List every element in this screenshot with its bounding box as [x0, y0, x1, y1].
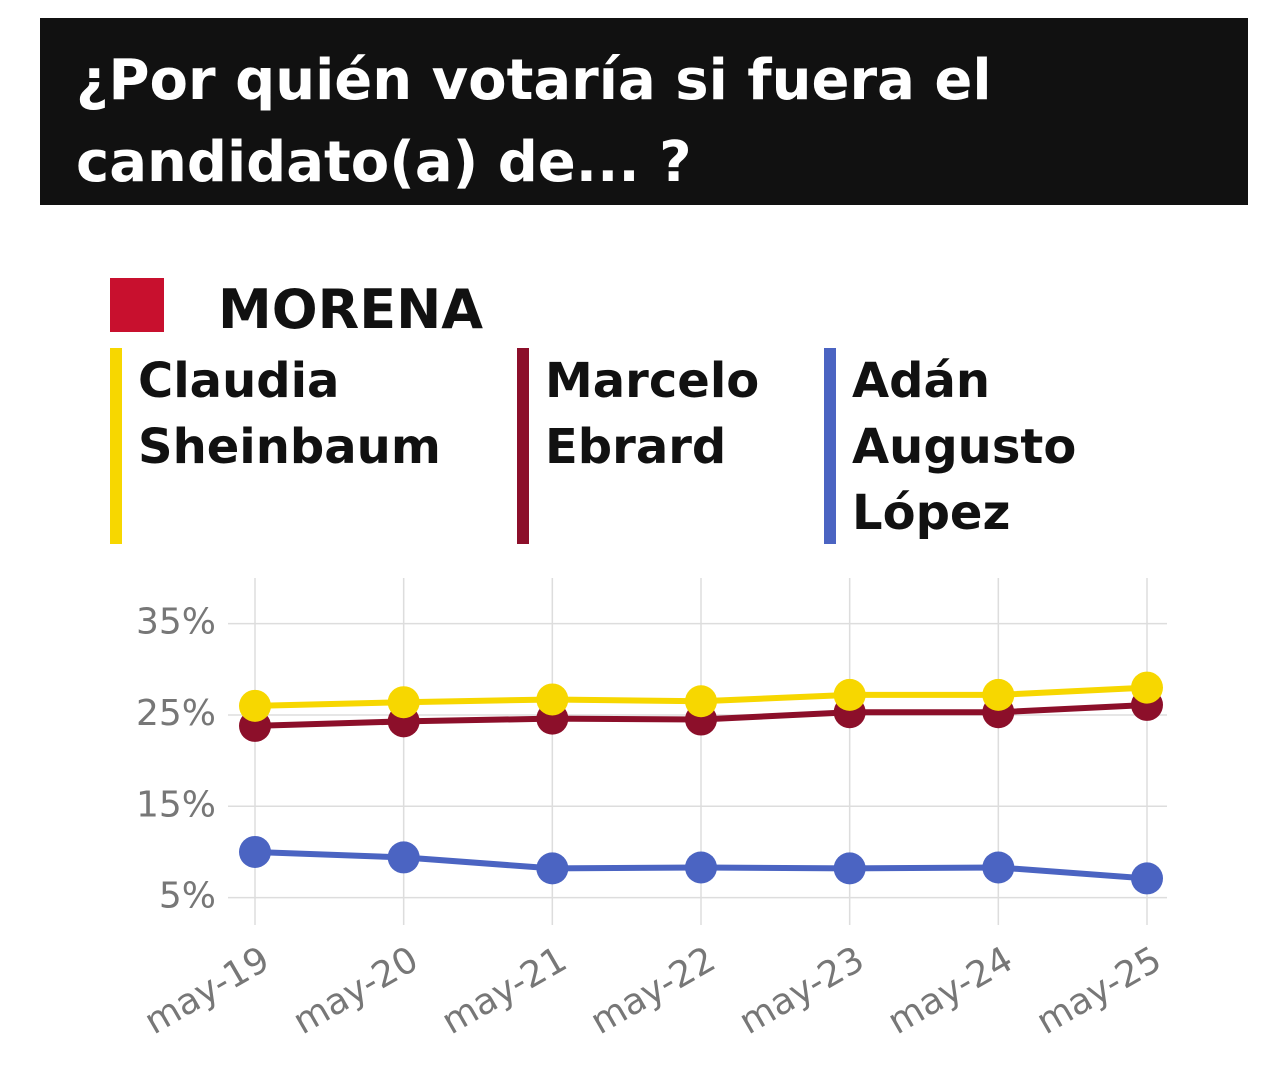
chart-subtitle: MORENA [218, 278, 484, 341]
data-point [685, 685, 717, 718]
legend-item: Marcelo Ebrard [517, 348, 787, 544]
data-point [239, 689, 271, 722]
data-point [387, 841, 420, 874]
data-point [1131, 862, 1163, 895]
data-point [387, 686, 420, 719]
data-point [833, 678, 866, 711]
legend-swatch [824, 348, 836, 544]
legend-swatch [110, 348, 122, 544]
y-tick-label: 15% [136, 784, 216, 825]
legend-label: Adán Augusto López [852, 353, 1077, 541]
y-tick-label: 35% [136, 602, 216, 643]
legend-item: Adán Augusto López [824, 348, 1114, 544]
data-point [536, 683, 569, 716]
x-tick-label: may-22 [584, 939, 723, 1043]
data-point [239, 835, 271, 868]
y-tick-label: 5% [159, 876, 216, 917]
x-tick-label: may-20 [286, 939, 425, 1043]
x-tick-label: may-19 [138, 939, 277, 1043]
x-tick-label: may-23 [732, 939, 871, 1043]
data-point [982, 678, 1015, 711]
legend-label: Marcelo Ebrard [545, 353, 760, 475]
data-point [982, 851, 1015, 884]
data-point [1131, 671, 1163, 704]
chart-title: ¿Por quién votaría si fuera el candidato… [40, 18, 1248, 205]
legend-swatch [517, 348, 529, 544]
data-point [685, 851, 717, 884]
x-tick-label: may-21 [435, 939, 574, 1043]
legend-label: Claudia Sheinbaum [138, 353, 441, 475]
data-point [536, 852, 569, 885]
data-point [833, 852, 866, 885]
party-logo [110, 278, 164, 332]
legend-item: Claudia Sheinbaum [110, 348, 480, 544]
y-tick-label: 25% [136, 693, 216, 734]
x-tick-label: may-25 [1030, 939, 1169, 1043]
x-tick-label: may-24 [881, 939, 1020, 1043]
